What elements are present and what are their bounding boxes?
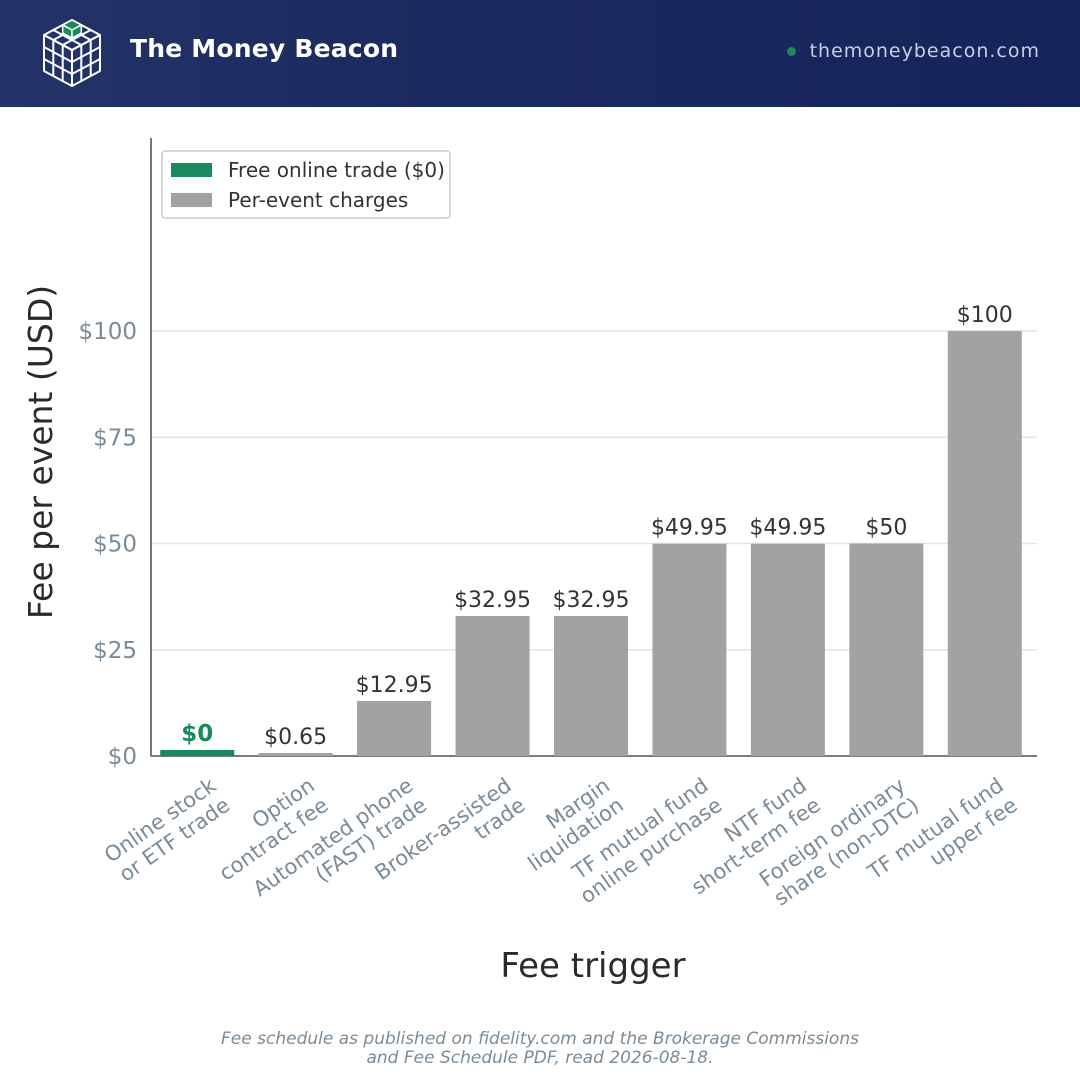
bar (947, 331, 1022, 756)
legend-box (161, 150, 451, 219)
bar-value-label: $49.95 (651, 516, 728, 541)
status-dot-icon (786, 46, 796, 56)
legend-swatch (171, 163, 212, 177)
y-tick-label: $0 (108, 744, 137, 770)
footnote-line-1: Fee schedule as published on fidelity.co… (221, 1029, 859, 1049)
y-tick-label: $100 (78, 319, 137, 345)
bar (554, 615, 628, 756)
bar (455, 615, 530, 756)
site-header: The Money Beacon themoneybeacon.com (0, 0, 1080, 107)
bar-value-label: $100 (957, 303, 1013, 328)
x-axis-title: Fee trigger (500, 946, 685, 986)
bar (652, 543, 727, 756)
legend: Free online trade ($0) Per-event charges (161, 150, 451, 219)
bar-value-label: $0.65 (264, 725, 327, 750)
y-axis-title: Fee per event (USD) (21, 285, 60, 619)
bar (160, 750, 235, 756)
bar (258, 753, 333, 756)
fee-bar-chart: $0 $25 $50 $75 $100 $0 Online stockor ETF trad… (21, 138, 1037, 986)
legend-swatch (171, 193, 212, 207)
legend-label: Free online trade ($0) (228, 158, 445, 182)
bar (750, 543, 825, 756)
y-tick-label: $75 (93, 425, 137, 451)
bar-value-label: $32.95 (553, 588, 630, 613)
y-tick-label: $50 (93, 532, 137, 558)
bar-value-label: $50 (865, 516, 907, 541)
bar-value-label: $0 (181, 721, 213, 747)
bar-value-label: $49.95 (749, 516, 826, 541)
site-link[interactable]: themoneybeacon.com (786, 40, 1040, 62)
source-footnote: Fee schedule as published on fidelity.co… (0, 1030, 1080, 1068)
bar (849, 543, 924, 756)
legend-label: Per-event charges (228, 188, 408, 212)
footnote-line-2: and Fee Schedule PDF, read 2026-08-18. (366, 1048, 714, 1068)
bar (357, 700, 432, 756)
brand-name: The Money Beacon (130, 34, 399, 63)
site-url: themoneybeacon.com (809, 40, 1040, 62)
cube-logo-icon (43, 19, 101, 87)
x-tick-label: Online stockor ETF trade (100, 773, 235, 887)
y-tick-label: $25 (93, 638, 137, 664)
bar-value-label: $12.95 (356, 673, 433, 698)
bar-value-label: $32.95 (454, 588, 531, 613)
